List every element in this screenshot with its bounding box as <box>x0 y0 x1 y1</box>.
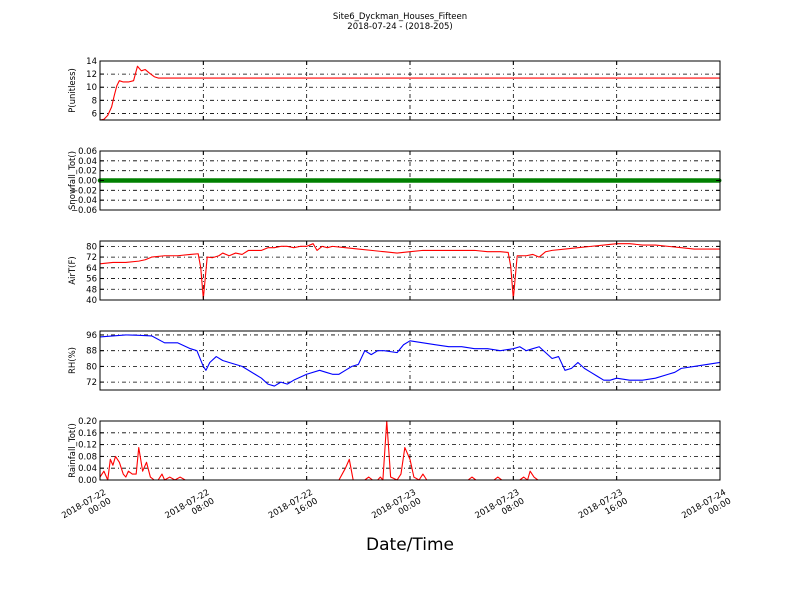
y-axis-label: Snowfall_Tot() <box>68 151 78 210</box>
y-axis-label: P(unitless) <box>68 68 78 113</box>
y-tick-label: 80 <box>86 362 97 372</box>
y-tick-label: 0.04 <box>78 157 97 167</box>
x-tick-label: 2018-07-2308:00 <box>474 488 527 530</box>
y-tick-label: 14 <box>86 57 97 67</box>
y-tick-label: 12 <box>86 70 97 80</box>
y-tick-label: 0.20 <box>78 417 97 427</box>
y-axis-label: Rainfall_Tot() <box>68 423 78 478</box>
y-tick-label: 56 <box>86 275 97 285</box>
y-axis-label: AirT(F) <box>68 256 78 284</box>
y-tick-label: 48 <box>86 285 97 295</box>
y-tick-label: 8 <box>92 96 97 106</box>
x-tick-label: 2018-07-2316:00 <box>577 488 630 530</box>
y-axis-label: RH(%) <box>68 347 78 374</box>
chart-subtitle: 2018-07-24 - (2018-205) <box>347 22 452 32</box>
y-tick-label: 80 <box>86 242 97 252</box>
y-tick-label: 0.06 <box>78 147 97 157</box>
series-1-line <box>99 243 720 300</box>
y-tick-label: 6 <box>92 109 97 119</box>
y-tick-label: 0.02 <box>78 167 97 177</box>
y-tick-label: 64 <box>86 264 97 274</box>
y-tick-label: −0.06 <box>71 206 97 216</box>
series-1-line <box>99 334 721 387</box>
y-tick-label: 0.00 <box>78 476 97 486</box>
y-tick-label: 0.08 <box>78 452 97 462</box>
chart-title: Site6_Dyckman_Houses_Fifteen <box>333 12 467 22</box>
y-tick-label: 88 <box>86 347 97 357</box>
x-tick-label: 2018-07-2200:00 <box>60 488 113 530</box>
y-tick-label: 0.04 <box>78 464 97 474</box>
y-tick-label: 72 <box>86 253 97 263</box>
y-tick-label: 0.16 <box>78 429 97 439</box>
y-tick-label: −0.02 <box>71 186 97 196</box>
x-tick-label: 2018-07-2208:00 <box>164 488 217 530</box>
panel-1: 6 8 10 12 14 P(unitless) <box>68 57 721 121</box>
x-axis-label: Date/Time <box>366 535 454 555</box>
y-tick-label: −0.04 <box>71 196 97 206</box>
y-tick-label: 0.12 <box>78 441 97 451</box>
x-tick-label: 2018-07-2300:00 <box>370 488 423 530</box>
panel-4: 72 80 88 96 RH(%) <box>68 330 721 391</box>
x-tick-label: 2018-07-2216:00 <box>267 488 320 530</box>
y-tick-label: 40 <box>86 296 97 306</box>
panel-2: −0.06−0.04−0.020.000.020.040.06Snowfall_… <box>68 147 723 216</box>
x-tick-label: 2018-07-2400:00 <box>680 488 733 530</box>
y-tick-label: 10 <box>86 83 97 93</box>
y-tick-label: 96 <box>86 331 97 341</box>
series-1-line <box>99 65 720 121</box>
y-tick-label: 72 <box>86 378 97 388</box>
y-tick-label: 0.00 <box>78 177 97 187</box>
